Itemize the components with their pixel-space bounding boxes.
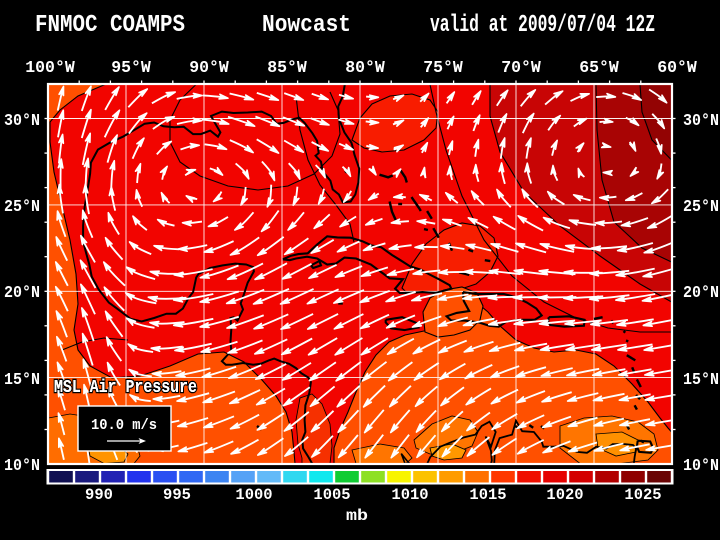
- svg-text:1010: 1010: [391, 486, 428, 504]
- svg-text:60°W: 60°W: [657, 58, 697, 77]
- svg-text:1000: 1000: [235, 486, 272, 504]
- svg-text:10°N: 10°N: [683, 456, 719, 475]
- svg-text:80°W: 80°W: [345, 58, 385, 77]
- svg-text:1015: 1015: [469, 486, 506, 504]
- svg-text:75°W: 75°W: [423, 58, 463, 77]
- svg-text:10°N: 10°N: [4, 456, 40, 475]
- svg-text:25°N: 25°N: [4, 197, 40, 216]
- svg-text:30°N: 30°N: [683, 111, 719, 130]
- svg-text:20°N: 20°N: [4, 283, 40, 302]
- svg-text:20°N: 20°N: [683, 283, 719, 302]
- svg-text:90°W: 90°W: [189, 58, 229, 77]
- svg-text:1025: 1025: [624, 486, 661, 504]
- svg-text:valid at 2009/07/04 12Z: valid at 2009/07/04 12Z: [430, 12, 655, 39]
- svg-text:65°W: 65°W: [579, 58, 619, 77]
- svg-text:10.0 m/s: 10.0 m/s: [91, 417, 157, 434]
- svg-text:25°N: 25°N: [683, 197, 719, 216]
- svg-text:FNMOC COAMPS: FNMOC COAMPS: [35, 12, 185, 39]
- svg-text:30°N: 30°N: [4, 111, 40, 130]
- svg-text:995: 995: [163, 486, 191, 504]
- svg-text:990: 990: [85, 486, 113, 504]
- svg-text:1005: 1005: [313, 486, 350, 504]
- svg-text:MSL Air Pressure: MSL Air Pressure: [54, 377, 197, 398]
- svg-text:MSL Air Pressure: MSL Air Pressure: [54, 377, 197, 398]
- svg-text:15°N: 15°N: [4, 370, 40, 389]
- svg-text:Nowcast: Nowcast: [262, 12, 351, 39]
- svg-text:100°W: 100°W: [25, 58, 75, 77]
- svg-text:70°W: 70°W: [501, 58, 541, 77]
- svg-text:85°W: 85°W: [267, 58, 307, 77]
- svg-text:15°N: 15°N: [683, 370, 719, 389]
- svg-text:95°W: 95°W: [111, 58, 151, 77]
- svg-text:1020: 1020: [546, 486, 583, 504]
- svg-text:mb: mb: [346, 507, 368, 525]
